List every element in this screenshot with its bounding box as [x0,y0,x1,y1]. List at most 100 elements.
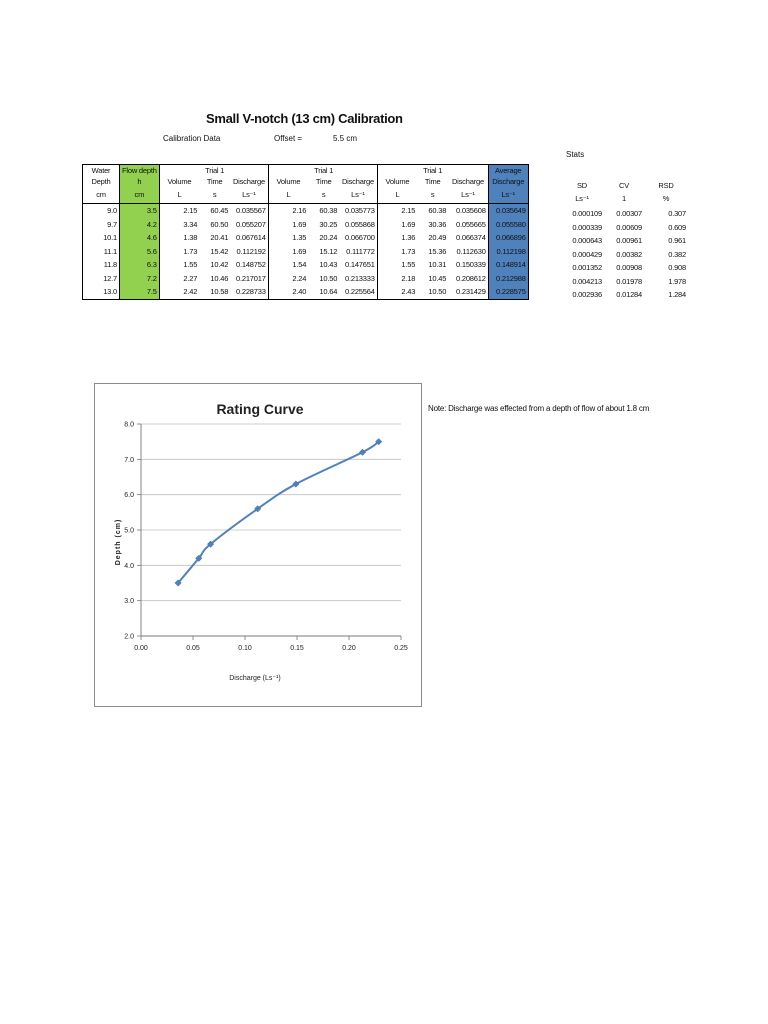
table-cell: 60.38 [319,206,338,215]
table-cell: 1.36 [376,231,418,245]
offset-value: 5.5 cm [333,134,358,143]
table-cell: 20.41 [210,233,229,242]
table-cell: 2.16 [267,203,309,218]
data-point [254,505,262,513]
stats-cell: 1.978 [668,276,686,286]
stats-cell: 0.00961 [616,236,642,245]
table-cell: 1.73 [158,244,200,258]
table-cell: 0.148752 [236,260,266,269]
header-cell: Trial 1 [417,164,449,176]
table-cell: 0.212988 [487,271,529,285]
table-cell: 0.150339 [456,260,486,269]
table-cell: 1.54 [267,258,309,272]
chart-axes: 2.0 3.0 4.0 5.0 6.0 7.0 8.0 0.00 0.05 0.10 0.15 0.2… [124,422,408,653]
stats-unit-cell: % [662,194,670,203]
x-tick-label: 0.00 [134,645,148,652]
table-cell: 1.38 [158,231,200,245]
chart-series [174,438,383,587]
stats-cell: 0.000643 [572,236,602,245]
data-point [375,438,383,446]
table-cell: 7.2 [119,271,160,285]
table-cell: 0.035567 [236,206,266,215]
header-cell: Discharge [451,177,484,186]
header-cell: Trial 1 [308,164,340,176]
table-cell: 2.24 [267,271,309,285]
table-cell: 3.5 [119,203,160,218]
header-cell: Flow depth [119,164,160,176]
table-cell: 0.035773 [345,206,375,215]
stats-cell: 0.307 [668,209,686,218]
table-cell: 2.18 [376,271,418,285]
table-cell: 0.055868 [345,219,375,229]
table-cell: 11.1 [82,244,120,258]
table-cell: 0.066700 [345,233,375,242]
header-cell: Water [82,164,120,176]
stats-header-row: SD CV RSD [560,180,688,191]
table-cell: 0.112192 [236,246,266,256]
table-cell: 0.055580 [487,217,529,231]
header-cell [267,164,309,176]
stats-cell: 0.000339 [572,222,602,232]
stats-cell: 0.609 [668,222,686,232]
table-cell: 2.42 [158,285,200,300]
table-cell: 10.50 [319,273,338,283]
x-tick-label: 0.20 [342,645,356,652]
table-cell: 10.1 [82,231,120,245]
table-cell: 1.69 [267,244,309,258]
header-cell [339,164,378,176]
table-row: 9.7 4.2 3.34 60.50 0.055207 1.69 30.25 0.055868… [82,217,529,231]
table-cell: 2.15 [158,203,200,218]
table-cell: 0.067614 [236,233,266,242]
table-cell: 4.2 [119,217,160,231]
table-cell: 0.055665 [456,219,486,229]
stats-unit-cell: 1 [622,194,626,203]
header-cell: Discharge [232,177,265,186]
stats-cell: 0.001352 [572,263,602,272]
table-row: 10.1 4.6 1.38 20.41 0.067614 1.35 20.24 0.06670… [82,231,529,245]
table-cell: 0.231429 [448,285,489,300]
header-cell: L [267,187,309,204]
table-header-row: Water Flow depth Trial 1 Trial 1 Trial 1 Aver… [82,164,529,176]
header-cell [376,164,418,176]
table-cell: 1.55 [376,258,418,272]
table-cell: 10.50 [417,285,449,300]
rating-curve-chart: Rating Curve 2.0 3.0 4.0 5.0 6.0 7.0 8.0 0.00 0.… [94,383,422,707]
table-cell: 3.34 [158,217,200,231]
table-cell: 9.7 [82,217,120,231]
table-cell: 60.38 [428,206,447,215]
stats-header-cell: SD [576,181,588,190]
table-cell: 0.217017 [236,273,266,283]
table-cell: 10.43 [319,260,338,269]
table-cell: 0.055207 [236,219,266,229]
table-cell: 60.50 [210,219,229,229]
y-axis-label: Depth (cm) [115,519,122,566]
table-cell: 20.24 [319,233,338,242]
stats-cell: 0.002936 [572,290,602,299]
table-cell: 60.45 [210,206,229,215]
header-cell: s [308,187,340,204]
y-tick-label: 8.0 [124,422,134,429]
table-row: 11.8 6.3 1.55 10.42 0.148752 1.54 10.43 0.14765… [82,258,529,272]
stats-cell: 0.00307 [616,209,642,218]
chart-title: Rating Curve [216,401,303,417]
y-tick-label: 4.0 [124,563,134,570]
header-cell: Discharge [341,177,374,186]
table-cell: 10.46 [210,273,229,283]
table-cell: 6.3 [119,258,160,272]
table-cell: 10.64 [308,285,340,300]
table-cell: 10.45 [428,273,447,283]
table-cell: 10.42 [210,260,229,269]
table-cell: 20.49 [428,233,447,242]
stats-cell: 0.00908 [616,263,642,272]
table-cell: 0.225564 [339,285,378,300]
table-cell: 0.111772 [346,246,375,256]
header-cell: L [158,187,200,204]
y-tick-label: 6.0 [124,492,134,499]
data-point [292,480,300,488]
header-cell: L [376,187,418,204]
table-header-row: Depth h Volume Time Discharge Volume Time Disch… [82,176,529,187]
table-cell: 2.40 [267,285,309,300]
table-cell: 2.43 [376,285,418,300]
table-cell: 0.035649 [487,203,529,218]
